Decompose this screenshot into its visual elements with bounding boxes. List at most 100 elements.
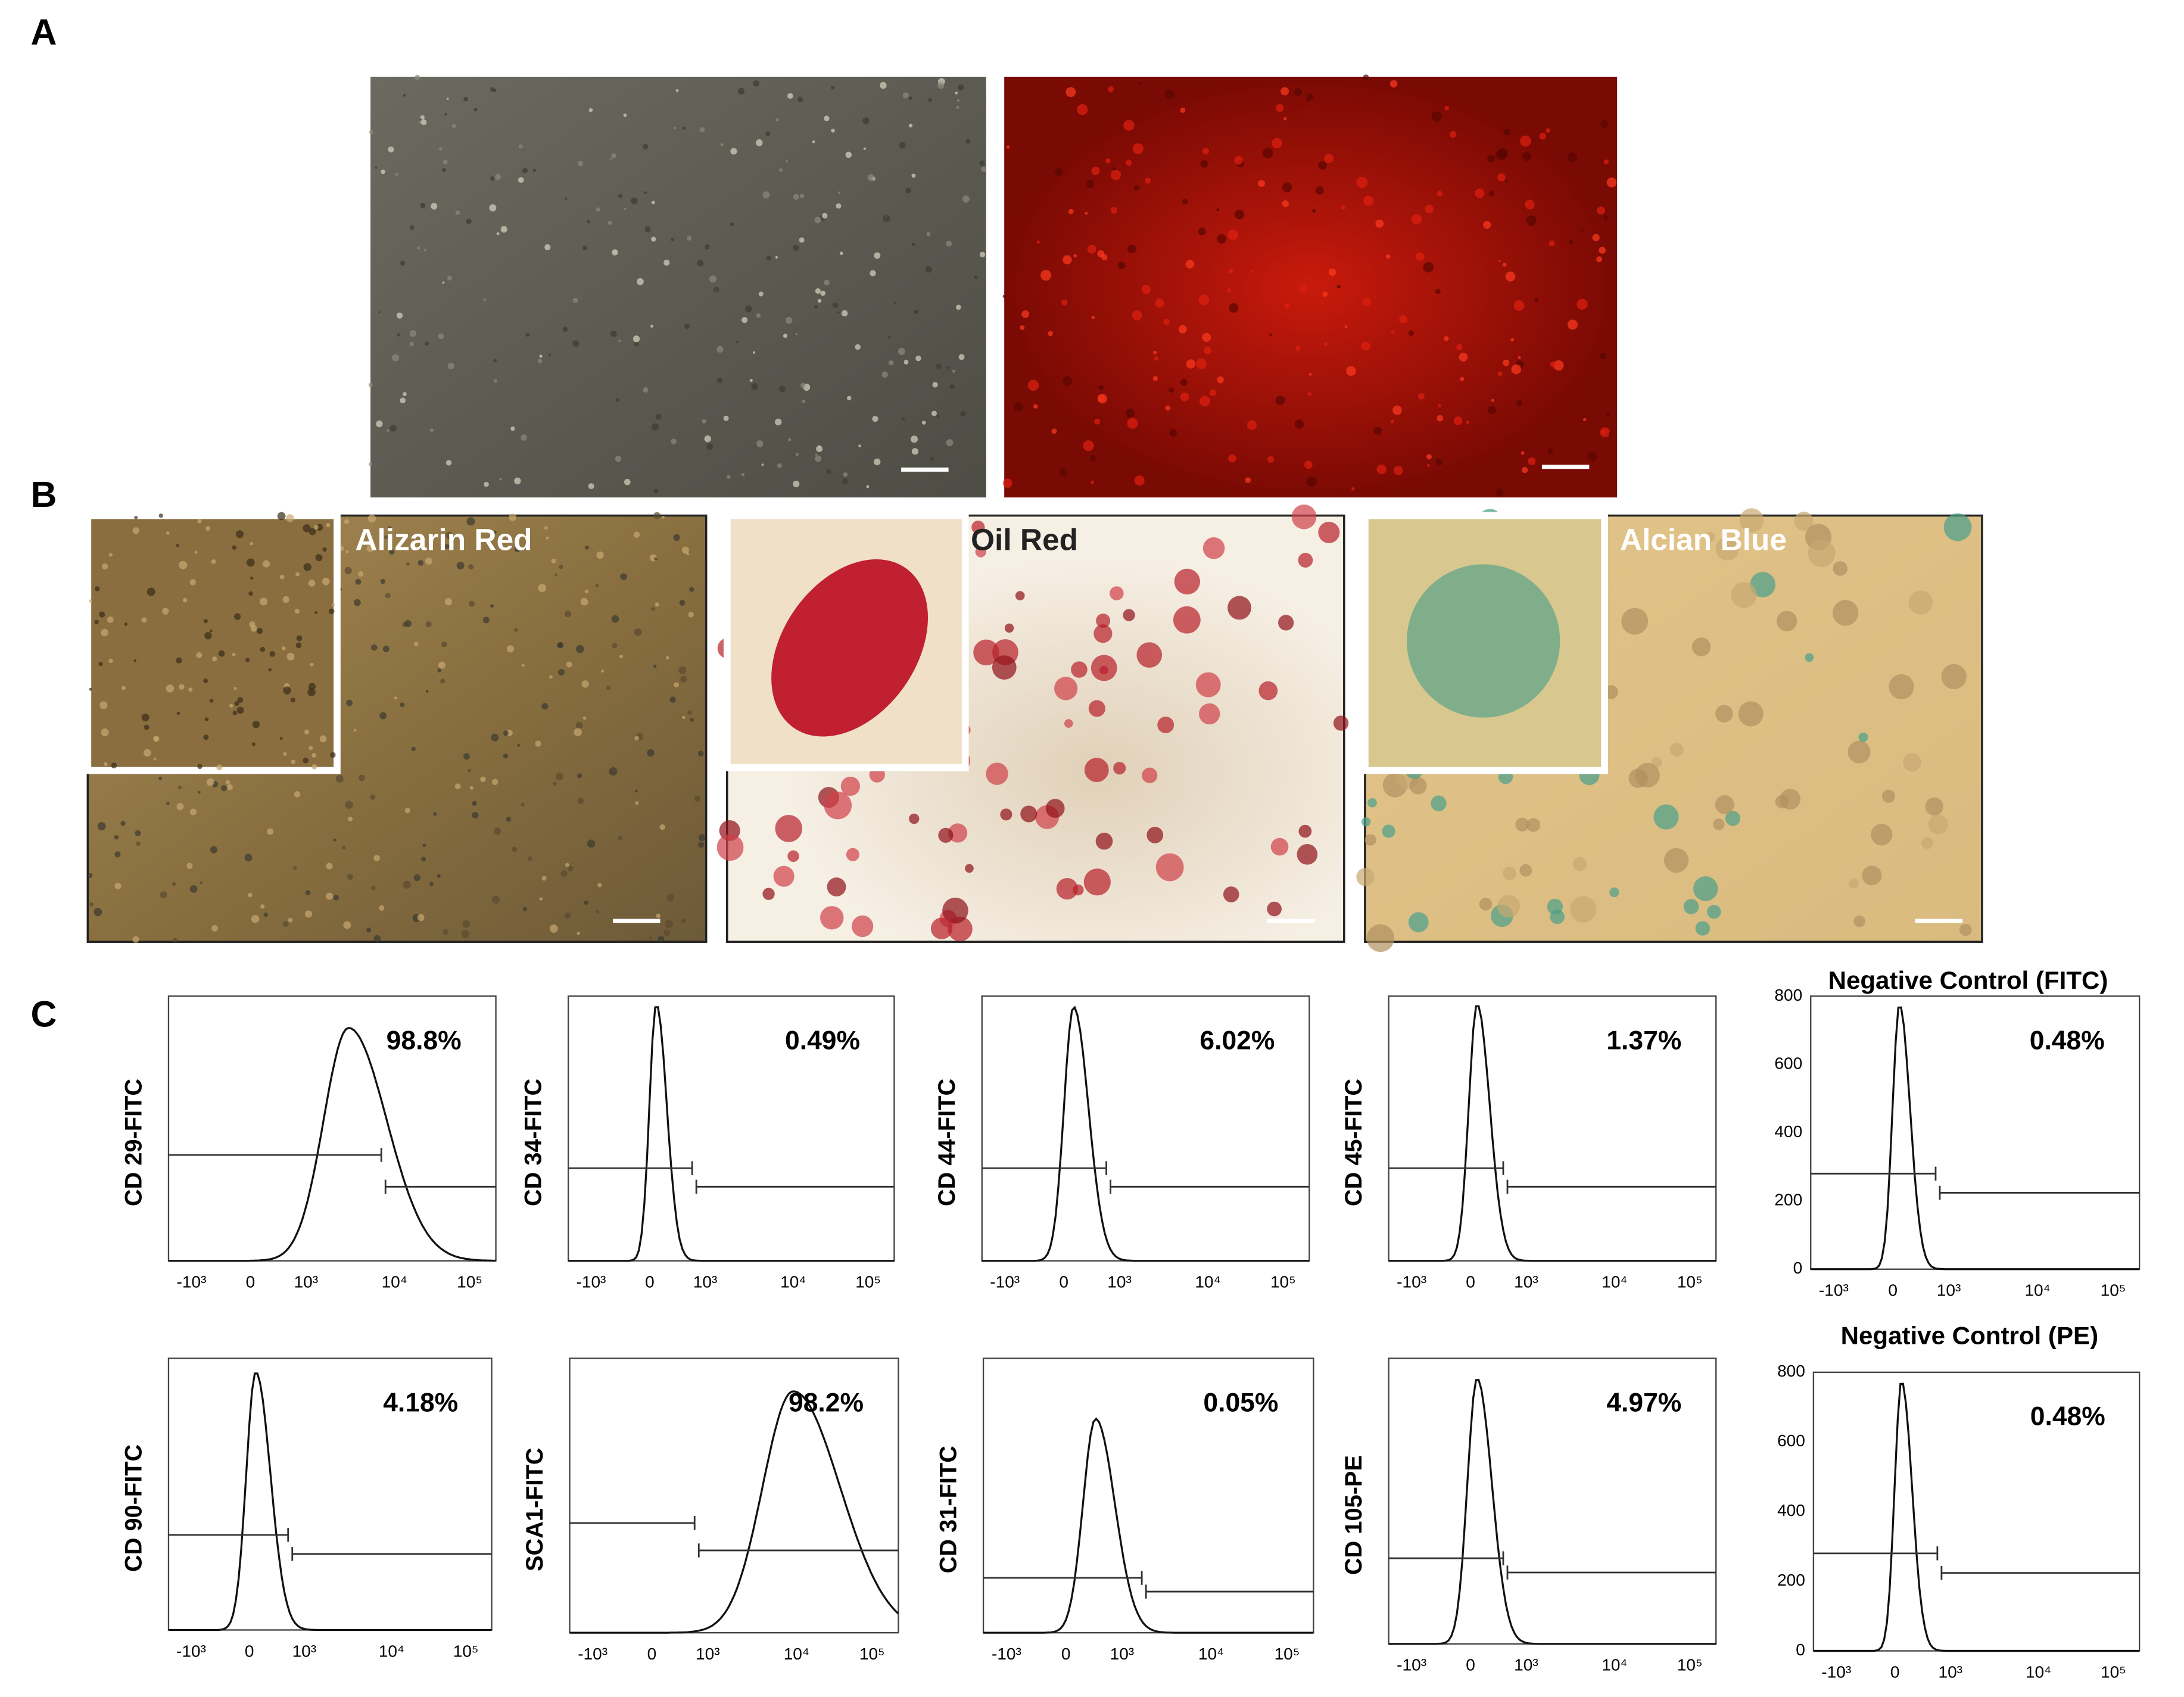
texture — [144, 724, 149, 730]
texture — [303, 563, 311, 571]
texture — [444, 598, 453, 606]
texture — [815, 455, 822, 462]
texture — [881, 371, 888, 378]
texture — [1270, 837, 1289, 856]
texture — [375, 166, 378, 169]
texture — [678, 666, 687, 675]
texture — [624, 208, 627, 210]
texture — [1258, 180, 1265, 187]
texture — [250, 541, 254, 546]
texture — [260, 597, 268, 606]
texture — [1521, 451, 1525, 455]
texture — [304, 729, 310, 735]
texture — [979, 251, 986, 258]
texture — [651, 201, 655, 204]
x-tick-label: 10⁵ — [453, 1642, 479, 1660]
texture — [1204, 346, 1212, 354]
x-tick-label: 10⁴ — [382, 1273, 407, 1291]
texture — [799, 194, 805, 198]
texture — [1466, 421, 1470, 424]
texture — [831, 86, 835, 90]
texture — [496, 232, 500, 235]
x-tick-label: 10⁴ — [1198, 1645, 1224, 1663]
texture — [958, 354, 965, 360]
texture — [1228, 268, 1233, 273]
texture — [716, 377, 723, 384]
texture — [186, 862, 193, 869]
texture — [1849, 878, 1859, 889]
texture — [775, 815, 803, 842]
texture — [812, 140, 815, 144]
texture — [1408, 330, 1414, 336]
texture — [1553, 360, 1564, 371]
texture — [1036, 240, 1040, 244]
texture — [403, 880, 411, 889]
texture — [232, 711, 238, 715]
texture — [1941, 664, 1967, 690]
texture — [467, 768, 472, 773]
texture — [937, 415, 940, 418]
x-tick-label: 0 — [1059, 1273, 1068, 1291]
texture — [926, 232, 931, 236]
texture — [665, 920, 673, 928]
texture — [1621, 608, 1649, 635]
texture — [236, 706, 244, 714]
texture — [1399, 315, 1407, 324]
texture — [1456, 344, 1463, 350]
x-tick-label: 0 — [1888, 1281, 1898, 1300]
texture — [279, 737, 283, 740]
gate — [569, 1516, 899, 1558]
texture — [631, 197, 638, 204]
texture — [307, 688, 316, 696]
texture — [1297, 843, 1318, 865]
texture — [949, 384, 955, 390]
texture — [975, 546, 986, 558]
texture — [697, 751, 704, 757]
texture — [491, 779, 499, 785]
histogram-curve — [1813, 1382, 2140, 1652]
texture — [831, 129, 835, 133]
texture — [1505, 271, 1516, 282]
texture — [826, 469, 831, 474]
texture — [1943, 513, 1972, 541]
texture — [437, 874, 441, 878]
texture — [1497, 895, 1521, 918]
texture — [1020, 325, 1025, 331]
texture — [1408, 912, 1429, 933]
texture — [1126, 160, 1132, 166]
inset-cell — [1407, 564, 1560, 718]
texture — [88, 873, 93, 879]
texture — [418, 121, 422, 124]
texture — [649, 936, 652, 940]
texture — [595, 584, 599, 588]
texture — [814, 305, 818, 309]
texture — [1155, 298, 1164, 308]
texture — [1367, 798, 1377, 808]
texture — [445, 460, 452, 466]
texture — [538, 584, 547, 593]
texture — [888, 360, 894, 366]
x-tick-label: 0 — [645, 1273, 655, 1291]
texture — [682, 126, 686, 130]
texture — [440, 678, 445, 684]
texture — [1200, 396, 1211, 407]
texture — [541, 703, 549, 710]
texture — [697, 260, 704, 267]
texture — [1409, 777, 1427, 795]
texture — [463, 753, 470, 760]
texture — [793, 480, 800, 488]
texture — [1411, 214, 1422, 225]
texture — [290, 698, 295, 703]
texture — [1157, 717, 1174, 733]
texture — [158, 513, 163, 518]
x-tick-label: 10⁵ — [457, 1273, 482, 1291]
texture — [766, 256, 771, 261]
texture — [252, 721, 260, 728]
texture — [114, 882, 121, 890]
texture — [612, 249, 618, 256]
texture — [942, 897, 968, 924]
texture — [698, 834, 706, 842]
texture — [960, 410, 966, 417]
texture — [94, 908, 102, 917]
texture — [144, 749, 151, 757]
